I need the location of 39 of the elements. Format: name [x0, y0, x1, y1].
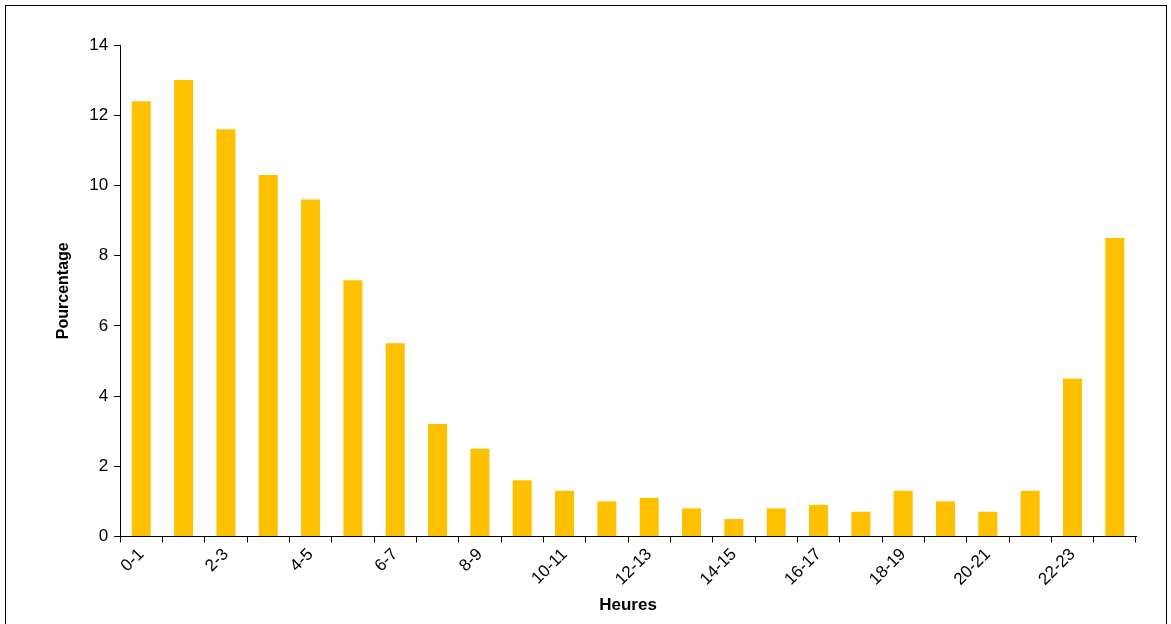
bar [597, 501, 617, 536]
y-tick-label: 14 [89, 34, 109, 54]
bar [174, 80, 194, 536]
bar [682, 508, 702, 536]
bar [851, 511, 871, 536]
bar [1020, 490, 1040, 536]
y-axis-title: Pourcentage [54, 242, 72, 340]
bar [809, 504, 829, 536]
bar [639, 497, 659, 536]
bar [1062, 378, 1083, 536]
bar [936, 501, 956, 536]
bar [216, 129, 236, 536]
bar [893, 490, 913, 536]
x-tick-label: 4-5 [285, 544, 317, 576]
bar [555, 490, 575, 536]
bar [470, 448, 490, 536]
bar [512, 480, 532, 536]
y-tick-label: 4 [98, 385, 109, 405]
bar [724, 518, 744, 536]
x-axis-title: Heures [599, 595, 657, 615]
x-tick-label: 2-3 [201, 544, 233, 576]
y-tick-label: 10 [89, 175, 109, 195]
y-tick-label: 6 [98, 315, 109, 335]
bar [766, 508, 786, 536]
bar [301, 199, 321, 536]
x-tick-label: 6-7 [370, 544, 402, 576]
bar [1105, 238, 1125, 536]
x-tick-label: 0-1 [116, 544, 148, 576]
bar [131, 101, 151, 536]
bar [385, 343, 405, 536]
bar [978, 511, 998, 536]
y-tick-label: 8 [98, 245, 109, 265]
x-tick-label: 8-9 [455, 544, 487, 576]
bar [343, 280, 363, 536]
y-tick-label: 0 [98, 526, 109, 546]
y-tick-label: 2 [98, 455, 109, 475]
bar [428, 424, 448, 536]
y-tick-label: 12 [89, 104, 109, 124]
bar [258, 174, 278, 536]
